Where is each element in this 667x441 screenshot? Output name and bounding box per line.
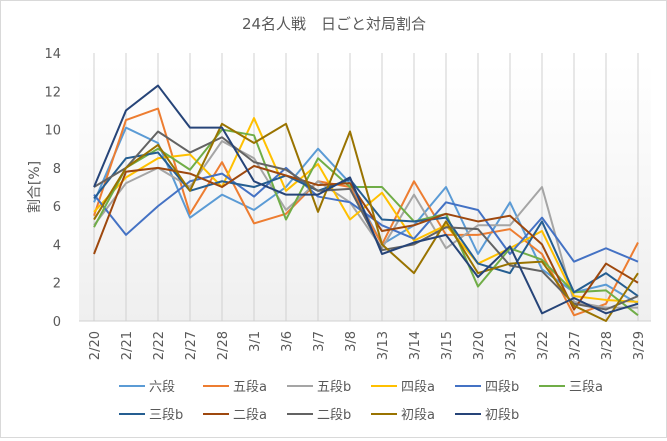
x-tick-label: 2/20 [88,331,103,360]
x-tick-label: 2/21 [120,331,135,360]
legend-label: 初段b [485,408,519,423]
x-tick-label: 3/15 [440,331,455,360]
y-axis-label: 割合[%] [26,161,43,213]
y-tick-label: 8 [53,162,61,177]
x-tick-label: 2/27 [184,331,199,360]
y-tick-label: 4 [53,238,61,253]
x-tick-label: 3/21 [504,331,519,360]
legend-label: 四段b [485,380,519,395]
x-tick-label: 3/6 [280,331,295,352]
y-tick-label: 2 [53,277,61,292]
x-tick-label: 3/13 [376,331,391,360]
y-tick-label: 10 [44,124,61,139]
series-line-初段a [93,122,639,322]
x-tick-label: 2/22 [152,331,167,360]
x-tick-label: 3/28 [600,331,615,360]
legend-label: 五段a [233,380,267,395]
y-tick-label: 6 [53,200,61,215]
legend-label: 二段a [233,408,267,423]
x-tick-label: 3/20 [472,331,487,360]
legend-label: 二段b [317,408,351,423]
y-tick-label: 12 [44,85,61,100]
series-line-初段b [93,84,639,315]
series-line-二段a [93,164,639,311]
x-tick-label: 3/1 [248,331,263,352]
legend-label: 三段b [149,408,183,423]
x-tick-label: 3/27 [568,331,583,360]
legend-label: 四段a [401,380,435,395]
series-line-二段b [93,130,639,311]
legend-label: 三段a [569,380,603,395]
x-tick-label: 3/29 [632,331,647,360]
x-tick-label: 2/28 [216,331,231,360]
x-tick-label: 3/8 [344,331,359,352]
x-tick-label: 3/22 [536,331,551,360]
y-tick-label: 0 [53,315,61,330]
x-tick-label: 3/7 [312,331,327,352]
x-tick-label: 3/14 [408,331,423,360]
legend-label: 五段b [317,380,351,395]
y-tick-label: 14 [44,47,61,62]
legend-label: 初段a [401,408,435,423]
chart-title: 24名人戦 日ごと対局割合 [242,15,426,33]
legend-label: 六段 [149,380,175,395]
